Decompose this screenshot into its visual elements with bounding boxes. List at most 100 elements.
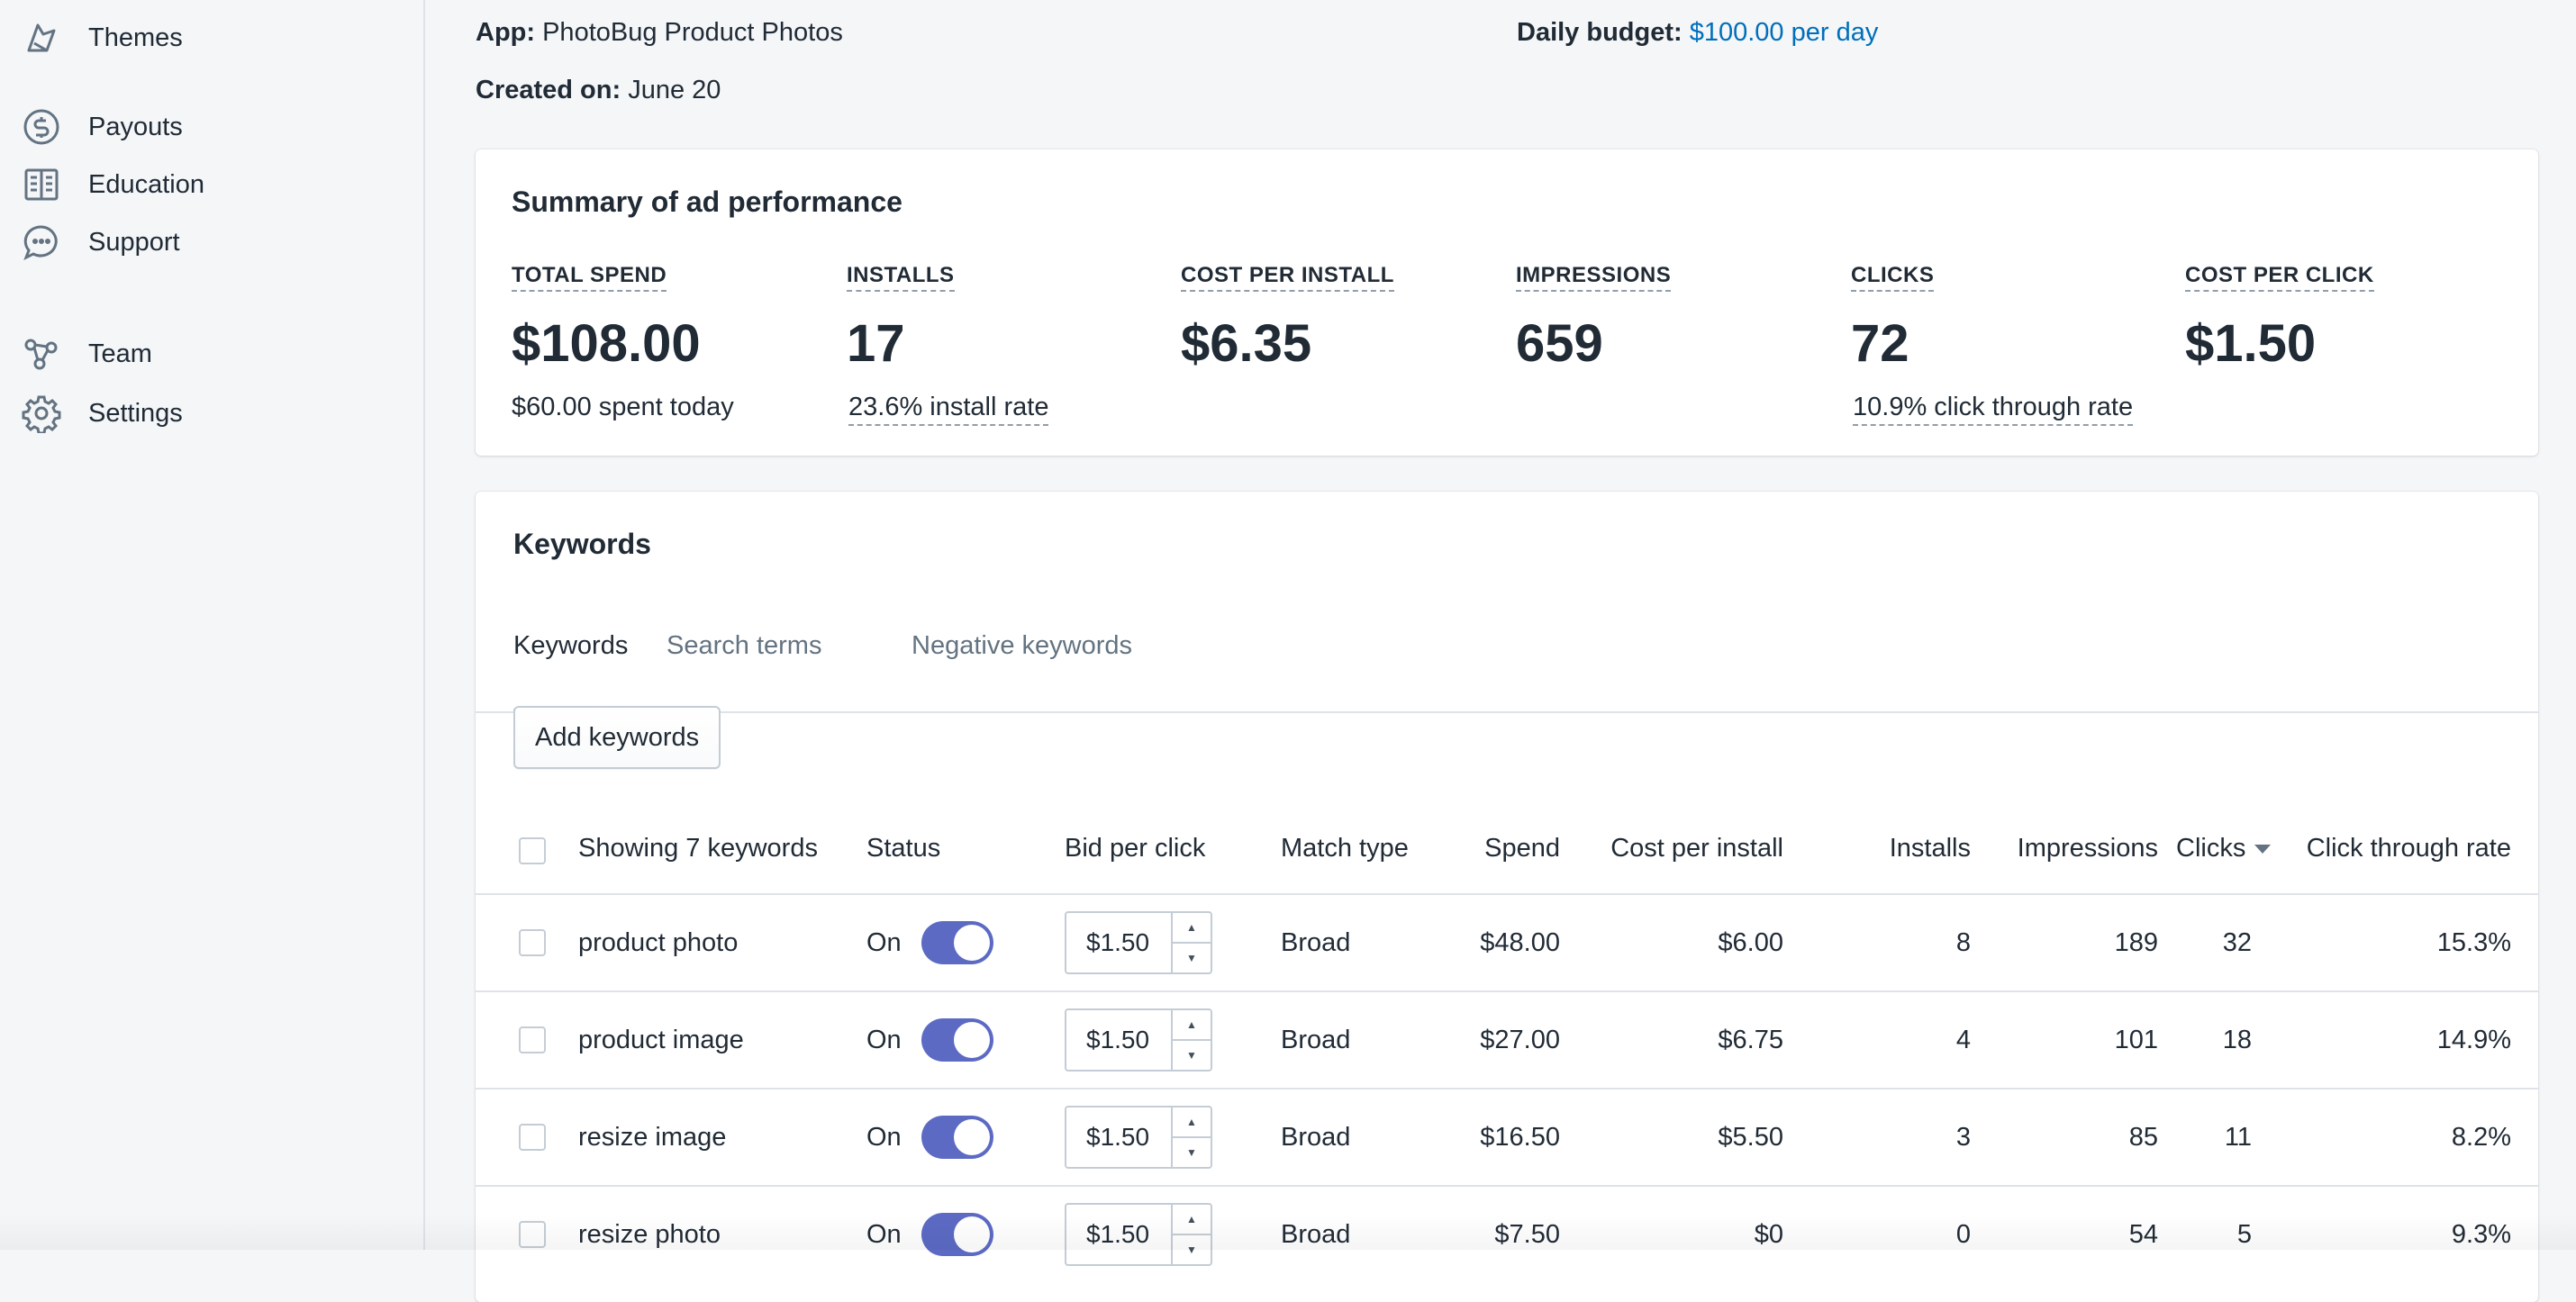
app-value: PhotoBug Product Photos [542, 18, 843, 47]
header-clicks[interactable]: Clicks [2176, 834, 2272, 863]
metric-value: $6.35 [1181, 314, 1312, 373]
metric-value: 72 [1851, 314, 1909, 373]
status-text: On [866, 1122, 902, 1152]
spend-cell: $48.00 [1480, 927, 1560, 957]
select-all-checkbox[interactable] [519, 837, 546, 864]
header-spend[interactable]: Spend [1484, 834, 1560, 863]
keyword-cell: resize photo [578, 1187, 721, 1282]
header-bid[interactable]: Bid per click [1065, 834, 1206, 863]
status-toggle[interactable] [921, 1116, 993, 1159]
decrement-arrow-icon[interactable]: ▼ [1186, 1048, 1197, 1062]
header-cost-per-install[interactable]: Cost per install [1610, 834, 1783, 863]
bid-value[interactable]: $1.50 [1086, 1026, 1150, 1053]
metric-value: $108.00 [512, 314, 701, 373]
header-impressions[interactable]: Impressions [2017, 834, 2158, 863]
chat-bubble-icon [22, 222, 61, 262]
status-cell: On [866, 1090, 993, 1185]
sidebar-item-support[interactable]: Support [22, 215, 180, 269]
keywords-title: Keywords [513, 528, 651, 560]
increment-arrow-icon[interactable]: ▲ [1173, 1108, 1211, 1138]
increment-arrow-icon[interactable]: ▲ [1173, 1010, 1211, 1041]
created-label: Created on: [476, 76, 621, 104]
sidebar-item-label: Team [88, 339, 152, 368]
status-cell: On [866, 992, 993, 1088]
metric-label[interactable]: COST PER INSTALL [1181, 263, 1394, 292]
header-status[interactable]: Status [866, 834, 941, 863]
bid-stepper[interactable]: $1.50 ▲ ▼ [1065, 1106, 1212, 1169]
tab-keywords[interactable]: Keywords [513, 580, 629, 713]
decrement-arrow-icon[interactable]: ▼ [1186, 1145, 1197, 1159]
status-text: On [866, 1025, 902, 1054]
ctr-cell: 8.2% [2451, 1122, 2511, 1152]
cpi-cell: $5.50 [1718, 1122, 1783, 1152]
sidebar-item-label: Education [88, 169, 204, 199]
budget-label: Daily budget: [1517, 18, 1683, 47]
team-icon [22, 334, 61, 374]
gear-icon [22, 393, 61, 433]
cpi-cell: $0 [1587, 1187, 1783, 1282]
table-row: resize image On $1.50 ▲ ▼ Broad $16.50 $5… [476, 1088, 2538, 1185]
sidebar-item-label: Settings [88, 398, 183, 428]
row-checkbox[interactable] [519, 1221, 546, 1248]
increment-arrow-icon[interactable]: ▲ [1173, 1205, 1211, 1235]
row-checkbox[interactable] [519, 929, 546, 956]
status-toggle[interactable] [921, 921, 993, 964]
click-through-rate[interactable]: 10.9% click through rate [1853, 393, 2134, 426]
status-cell: On [866, 1187, 993, 1282]
bid-stepper[interactable]: $1.50 ▲ ▼ [1065, 1008, 1212, 1071]
table-row: resize photo On $1.50 ▲▼ Broad $7.50 $0 … [476, 1185, 2538, 1282]
budget-link[interactable]: $100.00 per day [1689, 18, 1879, 47]
header-installs[interactable]: Installs [1889, 834, 1971, 863]
ctr-cell: 14.9% [2436, 1025, 2511, 1054]
sidebar-item-label: Support [88, 227, 180, 257]
table-row: product photo On $1.50 ▲ ▼ Broad $48.00 $… [476, 893, 2538, 990]
bid-value[interactable]: $1.50 [1086, 1205, 1149, 1264]
metric-sub: $60.00 spent today [512, 393, 734, 421]
metric-label[interactable]: TOTAL SPEND [512, 263, 667, 292]
status-toggle[interactable] [921, 1213, 993, 1256]
status-text: On [866, 927, 902, 957]
header-ctr[interactable]: Click through rate [2306, 834, 2511, 863]
metric-value: $1.50 [2185, 314, 2317, 373]
sidebar-item-label: Themes [88, 23, 183, 52]
sidebar-item-label: Payouts [88, 112, 183, 141]
sidebar-item-education[interactable]: Education [22, 158, 204, 212]
row-checkbox[interactable] [519, 1026, 546, 1053]
tab-negative-keywords[interactable]: Negative keywords [912, 630, 1132, 660]
metric-value: 659 [1516, 314, 1603, 373]
app-label: App: [476, 18, 536, 47]
keyword-cell: product image [578, 1025, 744, 1054]
main-content: App: PhotoBug Product Photos Daily budge… [425, 0, 2576, 1302]
sort-descending-icon [2254, 845, 2272, 854]
sidebar-item-payouts[interactable]: Payouts [22, 100, 183, 154]
decrement-arrow-icon[interactable]: ▼ [1186, 951, 1197, 964]
header-match-type[interactable]: Match type [1281, 834, 1409, 863]
sidebar-item-team[interactable]: Team [22, 327, 152, 381]
spend-cell: $27.00 [1480, 1025, 1560, 1054]
row-checkbox[interactable] [519, 1124, 546, 1151]
install-rate[interactable]: 23.6% install rate [848, 393, 1049, 426]
increment-arrow-icon[interactable]: ▲ [1173, 913, 1211, 944]
installs-cell: 3 [1955, 1122, 1971, 1152]
sidebar: Themes Payouts Education Support [0, 0, 425, 1250]
metric-label[interactable]: INSTALLS [847, 263, 955, 292]
impressions-cell: 85 [2128, 1122, 2158, 1152]
bid-stepper[interactable]: $1.50 ▲ ▼ [1065, 911, 1212, 974]
tab-search-terms[interactable]: Search terms [667, 630, 822, 660]
metric-label[interactable]: IMPRESSIONS [1516, 263, 1672, 292]
sidebar-item-settings[interactable]: Settings [22, 386, 183, 440]
bottom-shadow [0, 1214, 2576, 1250]
match-type-cell: Broad [1281, 1025, 1351, 1054]
bid-value[interactable]: $1.50 [1086, 1123, 1150, 1151]
status-toggle[interactable] [921, 1018, 993, 1062]
themes-icon [22, 18, 61, 58]
sidebar-item-themes[interactable]: Themes [22, 11, 183, 65]
installs-cell: 0 [1809, 1187, 1971, 1282]
spend-cell: $16.50 [1480, 1122, 1560, 1152]
bid-value[interactable]: $1.50 [1086, 928, 1150, 956]
header-showing: Showing 7 keywords [578, 834, 818, 863]
add-keywords-button[interactable]: Add keywords [513, 706, 721, 769]
created-on: Created on: June 20 [476, 76, 721, 105]
metric-label[interactable]: CLICKS [1851, 263, 1935, 292]
metric-label[interactable]: COST PER CLICK [2185, 263, 2374, 292]
